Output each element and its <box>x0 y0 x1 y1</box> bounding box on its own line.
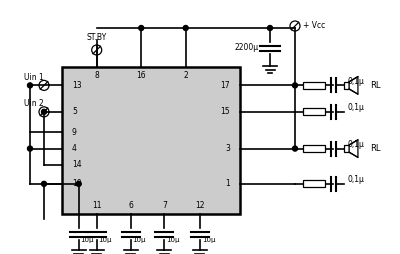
Text: 7: 7 <box>162 201 167 211</box>
Text: Uin 2: Uin 2 <box>24 99 44 108</box>
Circle shape <box>292 146 298 151</box>
Text: 5: 5 <box>72 107 77 116</box>
Circle shape <box>183 25 188 30</box>
Polygon shape <box>349 140 358 157</box>
Text: 1: 1 <box>225 179 230 188</box>
Text: 17: 17 <box>220 81 230 90</box>
Text: 10: 10 <box>72 179 82 188</box>
Text: 9: 9 <box>72 128 77 137</box>
Text: 16: 16 <box>136 71 146 80</box>
Circle shape <box>76 181 81 186</box>
Text: 0,1μ: 0,1μ <box>347 103 364 112</box>
Text: 4: 4 <box>72 144 77 153</box>
Text: 3: 3 <box>225 144 230 153</box>
Text: 2: 2 <box>183 71 188 80</box>
Text: 10μ: 10μ <box>166 237 180 243</box>
Bar <box>303 180 325 187</box>
Text: 12: 12 <box>195 201 205 211</box>
Bar <box>62 67 240 214</box>
Text: 2200μ: 2200μ <box>235 42 259 52</box>
Bar <box>344 145 349 152</box>
Text: 0,1μ: 0,1μ <box>347 140 364 149</box>
Text: 15: 15 <box>220 107 230 116</box>
Text: 10μ: 10μ <box>81 237 94 243</box>
Text: 10μ: 10μ <box>132 237 146 243</box>
Text: 11: 11 <box>92 201 102 211</box>
Circle shape <box>42 109 46 114</box>
Text: 10μ: 10μ <box>202 237 216 243</box>
Text: 13: 13 <box>72 81 82 90</box>
Circle shape <box>28 83 32 88</box>
Text: + Vcc: + Vcc <box>303 22 325 30</box>
Bar <box>303 145 325 152</box>
Circle shape <box>139 25 144 30</box>
Bar <box>303 108 325 115</box>
Text: 8: 8 <box>94 71 99 80</box>
Circle shape <box>292 83 298 88</box>
Circle shape <box>42 181 46 186</box>
Circle shape <box>268 25 272 30</box>
Text: 6: 6 <box>128 201 133 211</box>
Bar <box>344 82 349 89</box>
Polygon shape <box>349 76 358 94</box>
Text: RL: RL <box>370 81 380 90</box>
Text: RL: RL <box>370 144 380 153</box>
Text: ST.BY: ST.BY <box>86 34 107 42</box>
Bar <box>303 82 325 89</box>
Circle shape <box>28 146 32 151</box>
Text: 0,1μ: 0,1μ <box>347 175 364 184</box>
Text: 10μ: 10μ <box>99 237 112 243</box>
Text: 14: 14 <box>72 160 82 169</box>
Text: Uin 1: Uin 1 <box>24 73 44 82</box>
Text: 0,1μ: 0,1μ <box>347 77 364 86</box>
